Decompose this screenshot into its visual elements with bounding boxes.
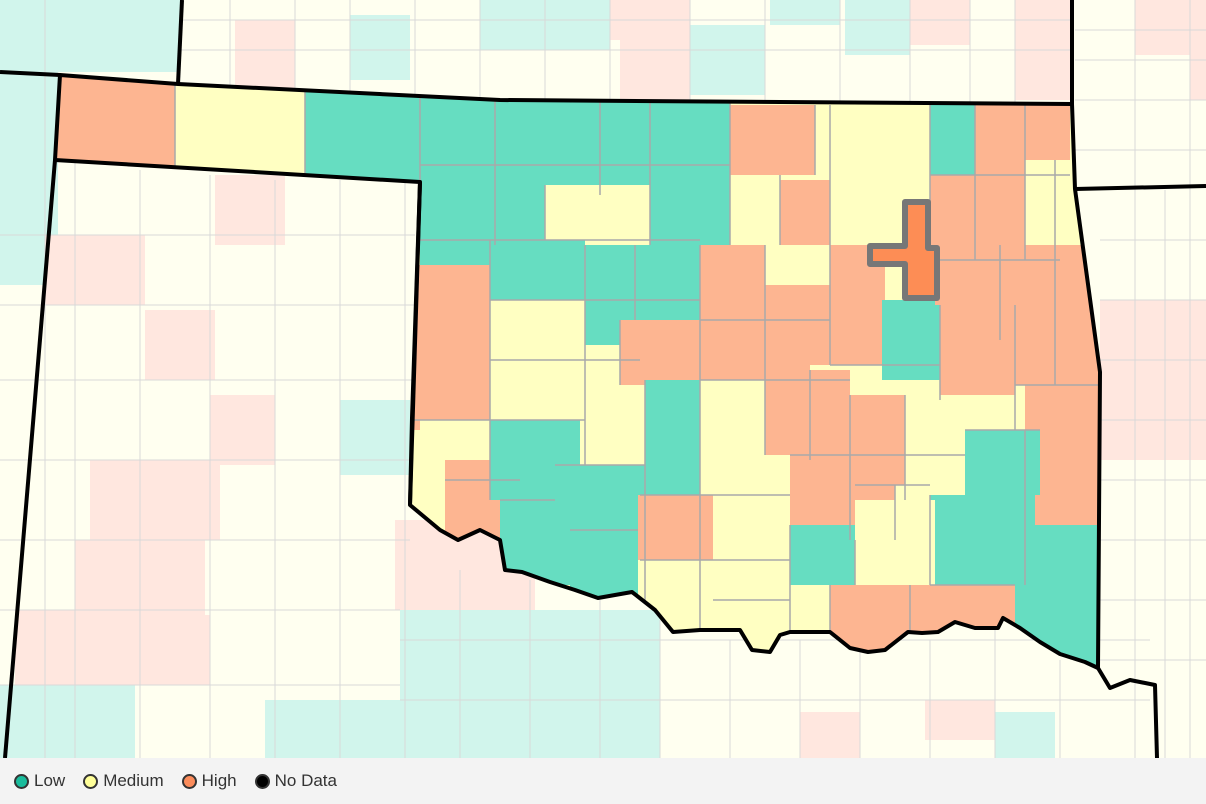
county-nowata[interactable]: [975, 105, 1025, 185]
county-latimer[interactable]: [965, 430, 1040, 495]
county-dewey[interactable]: [490, 240, 585, 300]
neighbor-county: [770, 0, 840, 25]
neighbor-county: [1190, 0, 1206, 100]
county-pawnee[interactable]: [780, 180, 830, 245]
neighbor-county: [15, 610, 140, 685]
county-grant[interactable]: [650, 100, 730, 175]
county-beaver[interactable]: [305, 85, 425, 185]
county-okfuskee[interactable]: [810, 370, 850, 460]
neighbor-county: [620, 40, 690, 100]
county-washita[interactable]: [490, 360, 585, 420]
county-texas[interactable]: [175, 80, 305, 175]
county-cimarron[interactable]: [55, 70, 175, 170]
legend-label-low: Low: [34, 771, 66, 790]
county-kingfisher[interactable]: [635, 245, 700, 320]
legend-label-no-data: No Data: [274, 771, 337, 790]
county-payne[interactable]: [765, 285, 830, 365]
neighbor-county: [90, 460, 220, 540]
neighbor-county: [1100, 300, 1206, 460]
neighbor-county: [340, 400, 410, 475]
county-borders: [174, 75, 1100, 640]
county-washington[interactable]: [930, 105, 975, 175]
oklahoma-outline: [53, 73, 1102, 670]
legend-swatch-no-data: [254, 773, 270, 789]
neighbor-county: [210, 395, 275, 465]
legend-label-medium: Medium: [103, 771, 164, 790]
neighbor-county: [925, 700, 995, 740]
neighbor-county: [140, 615, 210, 685]
county-cotton[interactable]: [555, 465, 645, 530]
colorado-newmexico-west: [3, 159, 57, 758]
neighbor-county: [1135, 0, 1190, 55]
county-major[interactable]: [545, 185, 650, 240]
county-okmulgee[interactable]: [850, 395, 905, 485]
county-alfalfa[interactable]: [600, 100, 650, 195]
legend-label-high: High: [201, 771, 237, 790]
county-pontotoc[interactable]: [790, 525, 855, 585]
missouri-arkansas-border: [1074, 184, 1206, 191]
county-sequoyah[interactable]: [1015, 335, 1100, 385]
county-mccurtain[interactable]: [1015, 525, 1105, 670]
legend-item-no-data[interactable]: No Data: [254, 771, 337, 791]
neighbor-county: [845, 0, 910, 55]
county-muskogee[interactable]: [940, 305, 1015, 395]
kansas-colorado-border: [176, 0, 184, 85]
county-noble[interactable]: [730, 175, 780, 245]
county-map[interactable]: [0, 0, 1206, 758]
legend-item-low[interactable]: Low: [14, 771, 65, 791]
county-beckham[interactable]: [412, 350, 490, 430]
county-tulsa-south[interactable]: [882, 300, 940, 380]
legend-swatch-medium: [83, 773, 99, 789]
county-craig[interactable]: [1025, 105, 1070, 160]
panhandle-north-border: [0, 70, 61, 77]
legend-swatch-low: [14, 773, 29, 789]
neighbor-county: [45, 235, 145, 305]
arkansas-texas-border: [1096, 666, 1159, 758]
county-woodward[interactable]: [420, 165, 545, 245]
county-stephens[interactable]: [638, 495, 713, 560]
legend-swatch-high: [181, 773, 197, 789]
county-logan[interactable]: [700, 245, 765, 320]
neighbor-county: [910, 0, 970, 45]
neighbor-county: [0, 685, 135, 758]
neighbor-county: [995, 712, 1055, 758]
county-canadian[interactable]: [620, 320, 700, 385]
county-tulsa-highlighted[interactable]: [867, 199, 940, 301]
county-custer[interactable]: [490, 300, 585, 360]
map-legend: Low Medium High No Data: [0, 758, 1206, 804]
neighbor-county: [0, 0, 180, 72]
neighbor-county: [800, 712, 860, 758]
county-roger-mills[interactable]: [415, 265, 490, 365]
county-garfield[interactable]: [650, 175, 730, 245]
texas-north-border: [408, 181, 422, 506]
county-oklahoma[interactable]: [700, 320, 765, 380]
neighbor-county: [235, 20, 295, 90]
state-borders: [0, 0, 1206, 758]
legend-item-medium[interactable]: Medium: [83, 771, 164, 791]
county-kay[interactable]: [730, 105, 815, 175]
county-grady[interactable]: [645, 380, 700, 495]
neighbor-county: [145, 310, 215, 380]
county-wagoner[interactable]: [935, 260, 1000, 305]
map-area[interactable]: [0, 0, 1206, 758]
legend-item-high[interactable]: High: [181, 771, 237, 791]
neighbor-county-grid: [0, 0, 1206, 758]
county-jefferson[interactable]: [570, 530, 640, 600]
neighbor-county: [350, 15, 410, 80]
neighbor-county: [690, 25, 765, 95]
neighbor-county: [215, 175, 285, 245]
neighbor-county: [265, 700, 400, 758]
county-lincoln[interactable]: [765, 365, 810, 455]
